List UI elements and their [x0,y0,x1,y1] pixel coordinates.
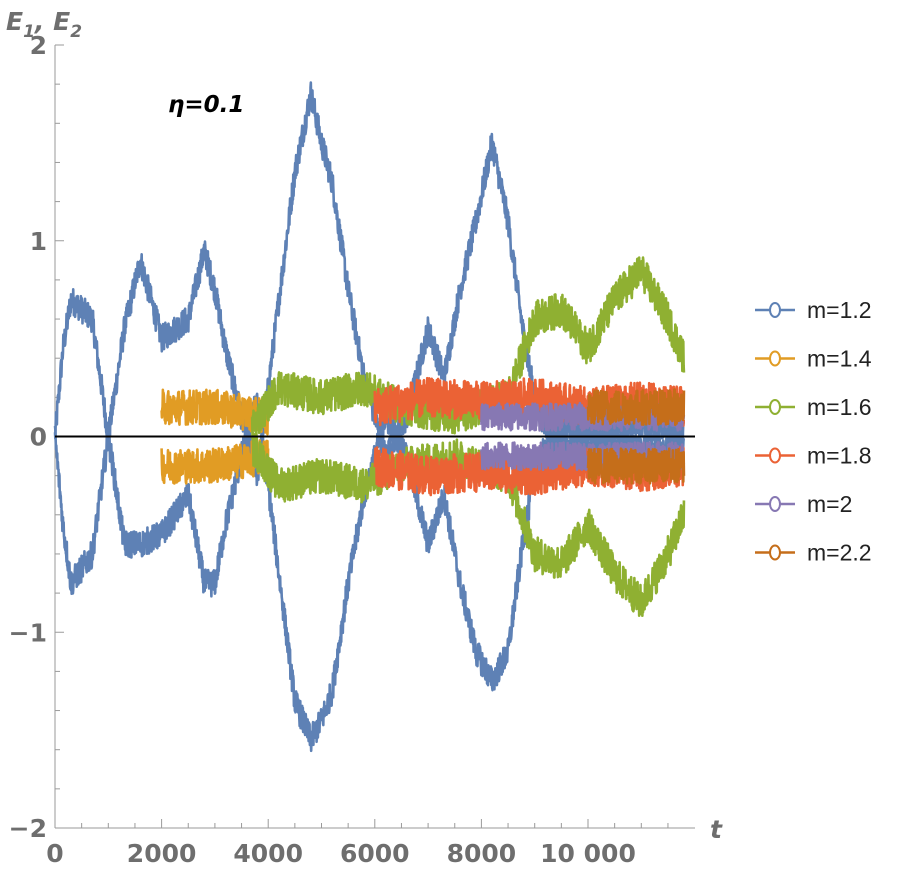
y-axis-title: E1, E2 [6,7,82,42]
x-tick-label: 4000 [233,839,303,868]
legend-item: m=2.2 [755,540,872,566]
series-line-m-2-2-y2 [586,447,686,485]
series-line-m-1-8-y1 [373,376,686,428]
legend-marker [769,496,781,512]
legend-item: m=2 [755,491,852,517]
x-tick-label: 2000 [127,839,197,868]
x-tick-label: 8000 [447,839,517,868]
legend-marker [769,302,781,318]
legend-item: m=1.6 [755,394,872,420]
eta-annotation: η=0.1 [168,92,244,118]
legend-marker [769,350,781,367]
legend-item: m=1.2 [755,297,872,323]
x-tick-label: 10 000 [540,839,636,868]
y-tick-label: −2 [9,814,47,843]
series-line-m-1-2-y2 [53,392,686,753]
legend-marker [769,544,781,561]
legend-marker [769,447,781,464]
legend-item: m=1.8 [755,443,872,469]
legend-marker [769,399,781,415]
legend-label: m=2 [807,491,852,517]
legend-item: m=1.4 [755,346,872,372]
x-tick-label: 0 [46,839,63,868]
series-line-m-2-2-y1 [586,388,686,427]
legend-label: m=1.8 [807,443,872,469]
legend-label: m=1.6 [807,394,872,420]
legend-label: m=2.2 [807,540,872,566]
x-axis-title: t [710,815,723,844]
series-layer [53,81,686,753]
y-tick-label: −1 [9,618,47,647]
x-tick-label: 6000 [340,839,410,868]
legend: m=1.2 m=1.4 m=1.6 m=1.8 m=2 m=2.2 [755,297,872,566]
tick-labels: −2 −1 0 1 2 0 2000 4000 6000 8000 10 000 [9,31,636,868]
y-tick-label: 1 [30,227,47,256]
legend-label: m=1.2 [807,297,872,323]
y-tick-label: 0 [30,423,47,452]
series-line-m-1-4-y1 [160,388,270,436]
legend-label: m=1.4 [807,346,872,372]
y-tick-label: 2 [30,31,47,60]
series-line-m-1-4-y2 [160,439,270,485]
series-line-m-1-6-y1 [250,256,686,440]
